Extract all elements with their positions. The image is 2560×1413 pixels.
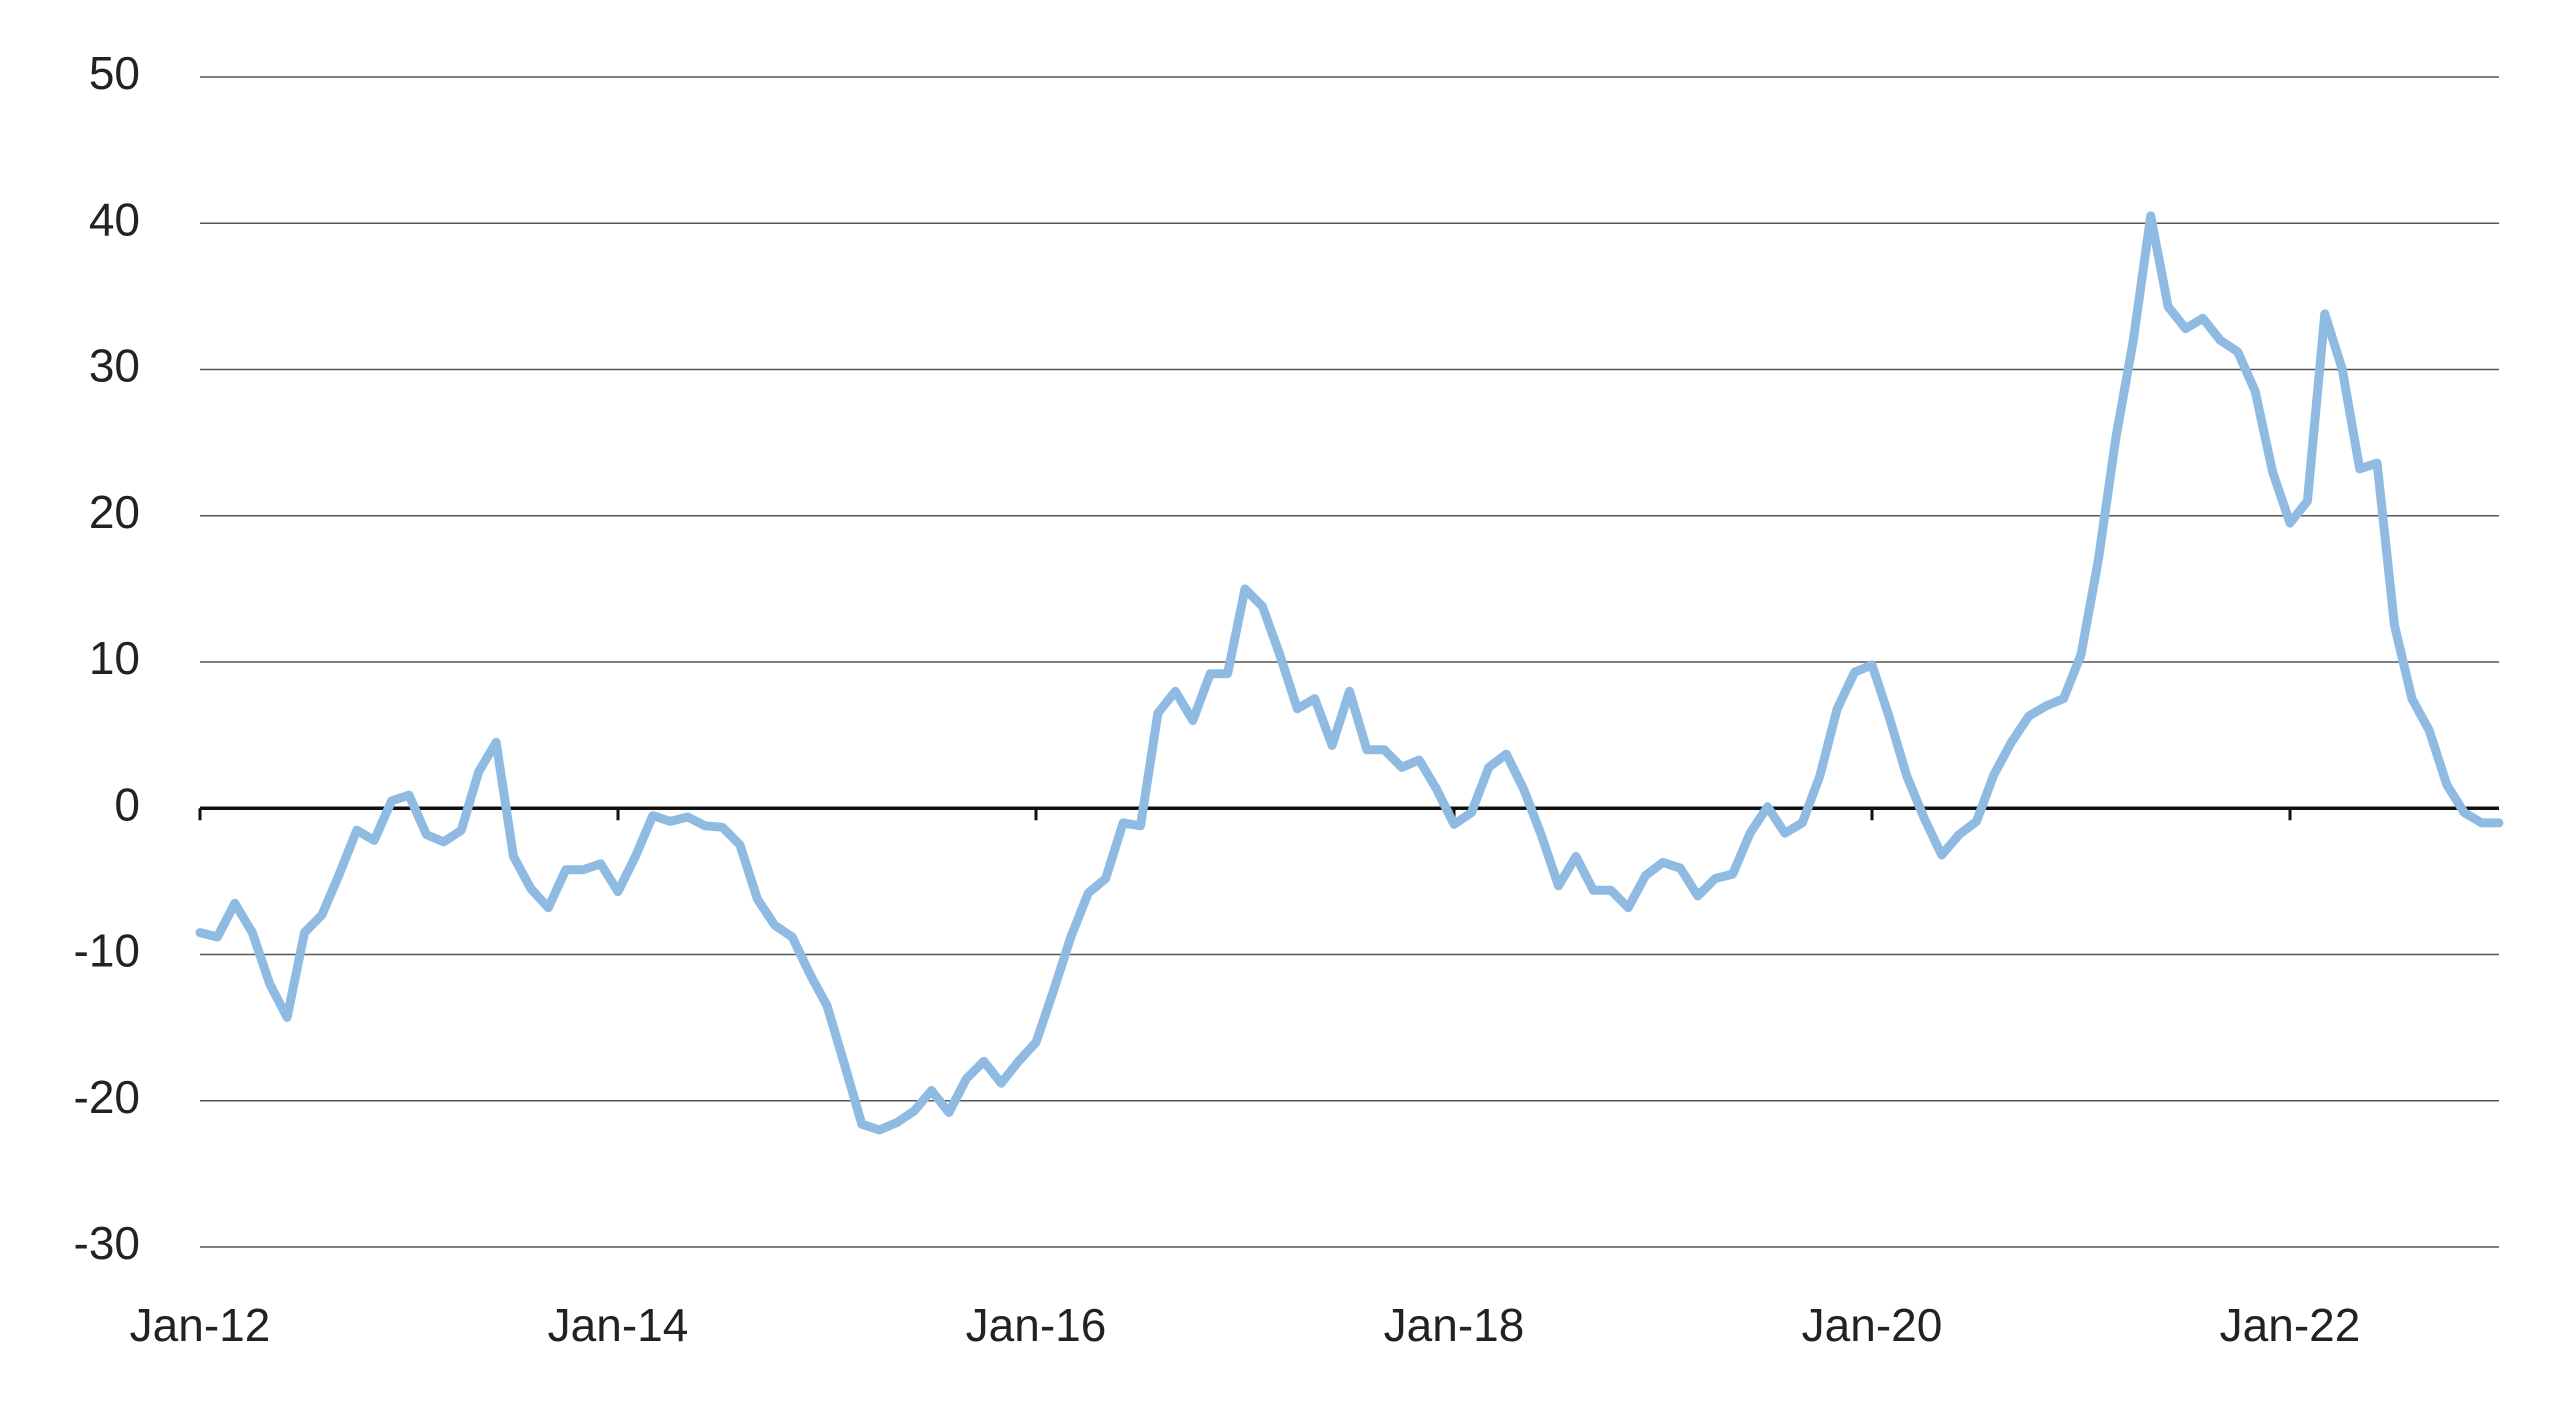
y-tick-label: 30 bbox=[89, 340, 140, 392]
y-tick-label: -10 bbox=[74, 925, 140, 977]
y-tick-label: 40 bbox=[89, 193, 140, 245]
y-tick-label: 0 bbox=[114, 778, 140, 830]
x-tick-label: Jan-22 bbox=[2220, 1299, 2361, 1351]
x-tick-label: Jan-14 bbox=[548, 1299, 689, 1351]
y-tick-label: 50 bbox=[89, 47, 140, 99]
y-tick-label: 10 bbox=[89, 632, 140, 684]
data-line bbox=[195, 211, 2504, 1135]
x-tick-label: Jan-20 bbox=[1802, 1299, 1943, 1351]
y-tick-label: 20 bbox=[89, 486, 140, 538]
x-tick-label: Jan-16 bbox=[966, 1299, 1107, 1351]
y-tick-label: -30 bbox=[74, 1217, 140, 1269]
x-tick-label: Jan-18 bbox=[1384, 1299, 1525, 1351]
x-tick-label: Jan-12 bbox=[130, 1299, 271, 1351]
y-tick-label: -20 bbox=[74, 1071, 140, 1123]
